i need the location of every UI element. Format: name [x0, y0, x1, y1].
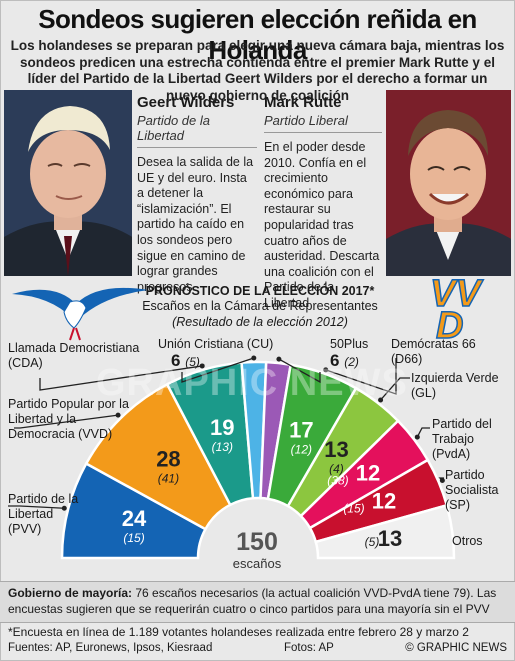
seat-value-vvd: 28	[156, 447, 180, 472]
seat-2012-vvd: (41)	[158, 472, 179, 486]
label-vvd: Partido Popular por la Libertad y la Dem…	[8, 397, 129, 441]
label-d66: Demócratas 66 (D66)	[391, 337, 476, 366]
leader-dot-pvda	[414, 434, 420, 440]
seat-value-pvda: 12	[356, 461, 380, 486]
forecast-title: PRONÓSTICO DE LA ELECCIÓN 2017*	[145, 284, 375, 298]
leader-line-d66	[325, 358, 397, 395]
wilders-description: Desea la salida de la UE y del euro. Ins…	[137, 155, 254, 294]
label-pvda: Partido del Trabajo (PvdA)	[432, 417, 492, 461]
photo-credit: Fotos: AP	[284, 642, 334, 654]
leader-dot-d66	[323, 367, 329, 373]
leader-line-pvda	[416, 427, 430, 438]
majority-text: 76 escaños necesarios (la actual coalici…	[8, 586, 497, 616]
rutte-photo	[386, 90, 511, 276]
seat-value-pvv: 24	[122, 506, 147, 531]
seat-2012-sp: (15)	[343, 501, 364, 515]
label-otros: Otros	[452, 534, 483, 548]
chart-hub	[200, 500, 316, 558]
wilders-card: Geert Wilders Partido de la Libertad Des…	[137, 90, 257, 295]
leader-line-p50	[278, 358, 321, 384]
sources: Fuentes: AP, Euronews, Ipsos, Kiesraad	[8, 642, 213, 654]
forecast-subtitle: Escaños en la Cámara de Representantes	[142, 299, 378, 313]
leader-dot-cu	[251, 355, 257, 361]
total-seats-label: escaños	[232, 556, 282, 571]
vvd-logo-top: VV	[430, 278, 483, 315]
seat-value-d66: 17	[289, 418, 313, 443]
leader-dot-pvv	[61, 505, 67, 511]
label-sp: Partido Socialista (SP)	[445, 468, 499, 512]
seat-2012-pvv: (15)	[123, 531, 144, 545]
page-title: Sondeos sugieren elección reñida en Hola…	[38, 4, 477, 65]
rutte-party: Partido Liberal	[264, 113, 382, 133]
leader-dot-cda	[199, 363, 205, 369]
wilders-name: Geert Wilders	[137, 94, 235, 111]
seats-cu: 6 (5)	[171, 351, 200, 370]
rutte-card: Mark Rutte Partido Liberal En el poder d…	[264, 90, 382, 312]
majority-note: Gobierno de mayoría: 76 escaños necesari…	[8, 585, 507, 617]
seat-arc-otros	[314, 503, 456, 560]
footnote: *Encuesta en línea de 1.189 votantes hol…	[8, 625, 469, 639]
rutte-description: En el poder desde 2010. Confía en el cre…	[264, 140, 380, 310]
majority-note-box: Gobierno de mayoría: 76 escaños necesari…	[0, 581, 515, 623]
seat-2012-pvda: (38)	[327, 474, 348, 488]
leader-line-pvv	[8, 505, 65, 509]
seat-value-otros: 13	[378, 526, 402, 551]
seat-value-cda: 19	[210, 415, 234, 440]
leader-line-cda	[39, 365, 203, 391]
graphic-news-credit: © GRAPHIC NEWS	[405, 642, 507, 654]
rutte-name: Mark Rutte	[264, 94, 342, 111]
leader-dot-sp	[439, 477, 445, 483]
label-50plus: 50Plus	[330, 337, 369, 351]
label-gl: Izquierda Verde (GL)	[411, 371, 499, 400]
leader-line-cu	[181, 357, 255, 383]
leader-dot-vvd	[115, 412, 121, 418]
vvd-logo: VV D	[429, 278, 484, 348]
seat-2012-cda: (13)	[212, 440, 233, 454]
wilders-party: Partido de la Libertad	[137, 113, 257, 148]
leader-dot-gl	[378, 397, 384, 403]
seat-value-gl: 13	[324, 437, 348, 462]
label-pvv: Partido de la Libertad (PVV)	[8, 492, 79, 536]
leader-line-vvd	[14, 414, 119, 429]
wilders-photo	[4, 90, 132, 276]
seat-2012-d66: (12)	[291, 443, 312, 457]
seat-value-sp: 12	[372, 488, 396, 513]
seat-forecast-chart: VV D 24(15)28(41)19(13)17(12) 13(4) 12(38)…	[8, 278, 484, 560]
seat-2012-otros: (5)	[365, 535, 380, 549]
seat-2012-gl: (4)	[329, 462, 344, 476]
pvv-seagull-logo	[12, 287, 148, 341]
label-cu: Unión Cristiana (CU)	[158, 337, 274, 351]
page-subtitle: Los holandeses se preparan para elegir u…	[10, 38, 505, 103]
majority-label: Gobierno de mayoría:	[8, 586, 133, 600]
total-seats: 150	[236, 528, 278, 556]
leader-line-gl	[380, 377, 410, 401]
vvd-logo-bottom: D	[436, 305, 463, 347]
leader-dot-p50	[276, 356, 282, 362]
label-cda: Llamada Democristiana (CDA)	[8, 341, 140, 370]
forecast-result-note: (Resultado de la elección 2012)	[172, 315, 348, 329]
seats-50plus: 6 (2)	[330, 351, 359, 370]
